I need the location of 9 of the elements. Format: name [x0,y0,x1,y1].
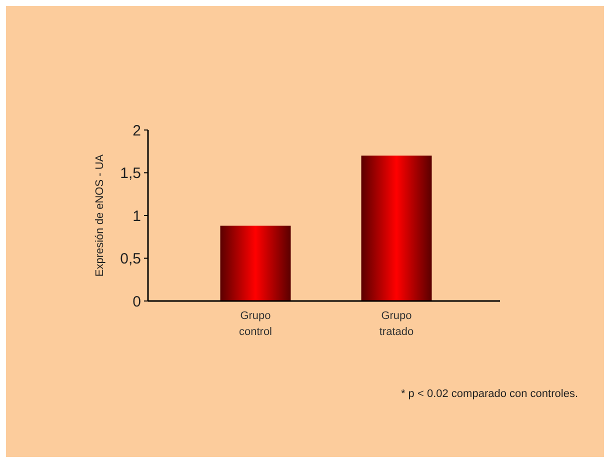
x-tick-label: Grupo tratado [379,310,414,338]
text: * p < 0.02 comparado con controles. [400,388,578,400]
y-tick-label: 0 [132,293,141,310]
y-tick-label: 0,5 [120,250,141,268]
y-tick-label: 1,5 [120,165,141,182]
y-tick-label: 2 [132,122,141,140]
x-tick-label: Grupo control [238,310,272,338]
y-tick-label: 1 [132,208,141,225]
y-axis-title: Expresión de eNOS - UA [94,154,106,277]
